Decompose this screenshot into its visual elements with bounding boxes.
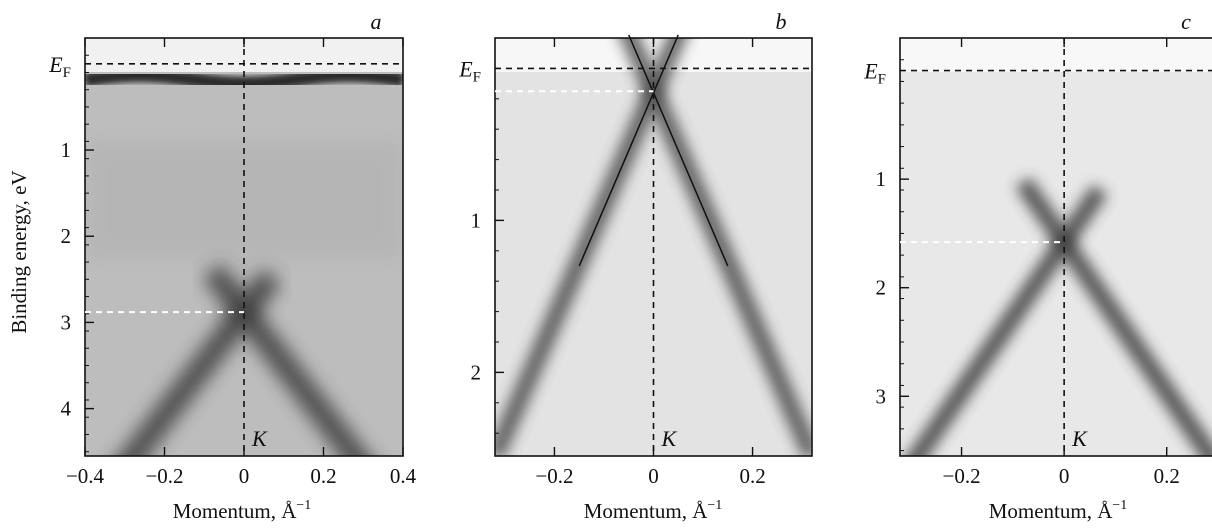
panel-c-letter: c bbox=[1181, 9, 1191, 34]
y-tick-label: 1 bbox=[471, 208, 482, 232]
panel-c-x-title: Momentum, Å−1 bbox=[989, 498, 1128, 523]
panel-b-ef-label: EF bbox=[458, 56, 481, 85]
panel-a-ticks: −0.4 −0.2 0 0.2 0.4 1 2 3 4 bbox=[61, 37, 417, 488]
y-tick-label: 3 bbox=[876, 384, 887, 408]
panel-b-fit-line-1 bbox=[628, 34, 729, 267]
x-tick-label: 0.2 bbox=[739, 464, 765, 488]
panel-a-band-right bbox=[202, 263, 370, 456]
panel-a-x-title: Momentum, Å−1 bbox=[173, 498, 312, 523]
panel-a-k-label: K bbox=[251, 426, 268, 451]
panel-c: −0.2 0 0.2 1 2 3 c K EF Momentum, Å−1 bbox=[863, 9, 1212, 523]
panel-c-band-right bbox=[1015, 177, 1212, 456]
x-tick-label: 0.4 bbox=[390, 464, 417, 488]
x-tick-label: 0.2 bbox=[1154, 464, 1180, 488]
x-tick-label: 0.2 bbox=[310, 464, 336, 488]
panel-b-letter: b bbox=[776, 9, 787, 34]
x-tick-label: 0 bbox=[1059, 464, 1070, 488]
panel-a-letter: a bbox=[371, 9, 382, 34]
panel-b: −0.2 0 0.2 1 2 b K EF Momentum, Å−1 bbox=[458, 9, 813, 523]
panel-a-ef-label: EF bbox=[48, 52, 71, 81]
y-tick-label: 3 bbox=[61, 310, 72, 334]
x-tick-label: −0.2 bbox=[145, 464, 183, 488]
x-tick-label: 0 bbox=[239, 464, 250, 488]
y-tick-label: 1 bbox=[876, 167, 887, 191]
panel-b-k-label: K bbox=[661, 426, 678, 451]
panel-c-intensity-map bbox=[900, 38, 1212, 456]
y-tick-label: 4 bbox=[61, 397, 72, 421]
x-tick-label: −0.2 bbox=[535, 464, 573, 488]
panel-c-frame bbox=[899, 37, 1212, 457]
panel-b-fit-line-2 bbox=[578, 34, 679, 267]
y-tick-label: 2 bbox=[471, 360, 482, 384]
panel-c-ef-label: EF bbox=[863, 59, 886, 88]
y-axis-title: Binding energy, eV bbox=[7, 170, 31, 333]
y-tick-label: 1 bbox=[61, 138, 72, 162]
panel-a: −0.4 −0.2 0 0.2 0.4 1 2 3 4 a K EF Momentum, Å−1 bbox=[48, 9, 416, 523]
panel-b-ticks: −0.2 0 0.2 1 2 bbox=[471, 37, 766, 488]
x-tick-label: −0.2 bbox=[943, 464, 981, 488]
panel-c-k-label: K bbox=[1071, 426, 1088, 451]
panel-b-x-title: Momentum, Å−1 bbox=[584, 498, 723, 523]
x-tick-label: −0.4 bbox=[66, 464, 105, 488]
panel-c-ticks: −0.2 0 0.2 1 2 3 bbox=[876, 37, 1180, 488]
y-tick-label: 2 bbox=[876, 276, 887, 300]
x-tick-label: 0 bbox=[648, 464, 659, 488]
y-tick-label: 2 bbox=[61, 224, 72, 248]
